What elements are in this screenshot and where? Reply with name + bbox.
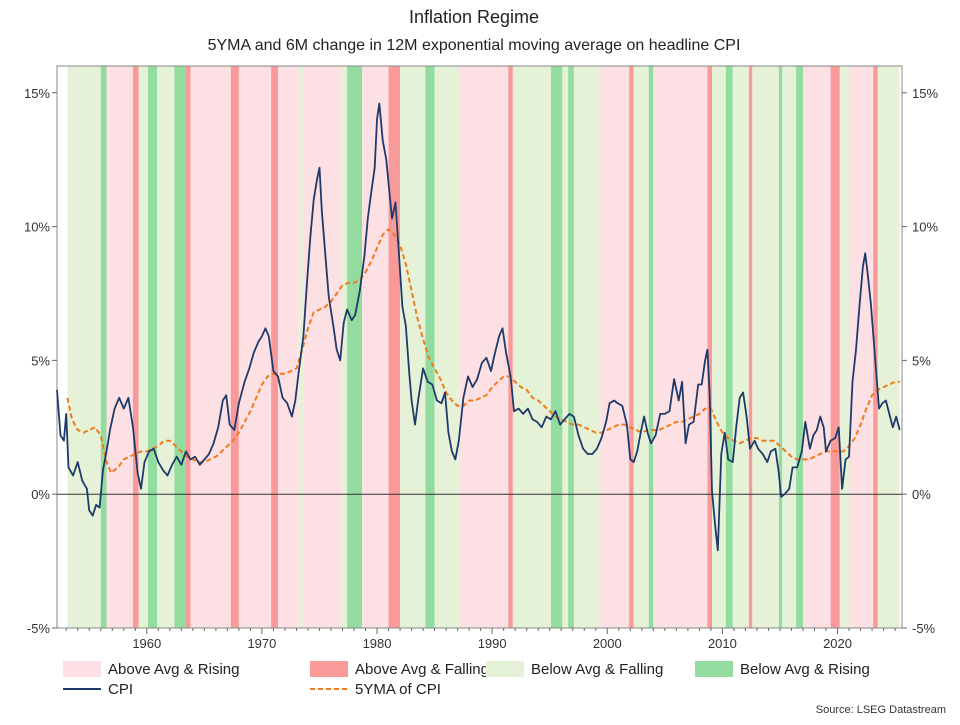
regime-band-below-falling [752, 66, 779, 628]
regime-band-below-falling [782, 66, 797, 628]
regime-band-above-falling [830, 66, 840, 628]
regime-band-below-falling [877, 66, 900, 628]
regime-band-below-rising [796, 66, 803, 628]
regime-band-below-falling [732, 66, 749, 628]
legend-label: Above Avg & Falling [355, 661, 489, 678]
legend-swatch [486, 661, 524, 677]
regime-band-below-falling [633, 66, 649, 628]
regime-band-below-falling [67, 66, 101, 628]
regime-band-below-rising [725, 66, 733, 628]
source-note: Source: LSEG Datastream [816, 704, 946, 716]
y-tick-label-right: 10% [912, 220, 938, 235]
regime-band-above-rising [802, 66, 831, 628]
legend-item-cpi: CPI [63, 681, 133, 698]
regime-band-above-falling [748, 66, 753, 628]
regime-band-below-falling [298, 66, 304, 628]
y-tick-label-left: 5% [31, 353, 50, 368]
y-tick-label-left: 10% [24, 220, 50, 235]
regime-band-below-rising [100, 66, 107, 628]
regime-band-above-rising [303, 66, 342, 628]
x-tick-label: 1960 [132, 636, 161, 651]
x-tick-label: 1970 [247, 636, 276, 651]
regime-band-below-falling [839, 66, 850, 628]
legend-item-above-rising: Above Avg & Rising [63, 661, 239, 678]
legend-label: CPI [108, 681, 133, 698]
regime-band-above-falling [508, 66, 513, 628]
regime-band-below-rising [778, 66, 783, 628]
regime-band-below-falling [512, 66, 551, 628]
regime-band-above-rising [653, 66, 708, 628]
regime-band-below-falling [341, 66, 348, 628]
regime-band-above-falling [132, 66, 139, 628]
y-tick-label-left: 0% [31, 487, 50, 502]
regime-band-above-falling [873, 66, 878, 628]
regime-band-above-rising [849, 66, 874, 628]
series-line-cpi [56, 102, 901, 552]
x-tick-label: 2020 [823, 636, 852, 651]
legend-item-ma: 5YMA of CPI [310, 681, 441, 698]
regime-band-below-falling [712, 66, 726, 628]
regime-band-below-rising [550, 66, 563, 628]
regime-bands [67, 66, 900, 628]
regime-band-below-falling [573, 66, 601, 628]
regime-band-below-rising [425, 66, 435, 628]
regime-band-above-rising [278, 66, 299, 628]
regime-band-below-falling [434, 66, 460, 628]
chart-subtitle: 5YMA and 6M change in 12M exponential mo… [208, 37, 741, 54]
legend-swatch [63, 661, 101, 677]
regime-band-above-falling [271, 66, 279, 628]
series-line-ma [66, 228, 900, 474]
regime-band-below-rising [147, 66, 158, 628]
x-tick-label: 1980 [363, 636, 392, 651]
y-tick-label-left: 15% [24, 86, 50, 101]
regime-band-below-rising [347, 66, 363, 628]
legend-swatch [310, 661, 348, 677]
y-tick-label-right: 15% [912, 86, 938, 101]
regime-band-above-falling [185, 66, 191, 628]
x-tick-label: 2000 [593, 636, 622, 651]
regime-band-above-rising [459, 66, 509, 628]
legend-item-below-falling: Below Avg & Falling [486, 661, 663, 678]
y-tick-label-right: -5% [912, 621, 936, 636]
regime-band-above-rising [190, 66, 231, 628]
legend: Above Avg & Rising Above Avg & Falling Bel… [63, 661, 870, 698]
legend-label: Below Avg & Rising [740, 661, 870, 678]
regime-band-below-falling [562, 66, 569, 628]
regime-band-above-rising [106, 66, 133, 628]
legend-label: Above Avg & Rising [108, 661, 239, 678]
regime-band-below-falling [138, 66, 148, 628]
axes: -5% -5% 0% 0% 5% 5% 10% 10% 15% 15% 1960 1970 1980 19… [24, 65, 938, 651]
regime-band-below-rising [648, 66, 654, 628]
x-tick-label: 1990 [478, 636, 507, 651]
plot-frame [56, 65, 903, 629]
legend-label: Below Avg & Falling [531, 661, 663, 678]
legend-label: 5YMA of CPI [355, 681, 441, 698]
regime-band-below-rising [174, 66, 186, 628]
regime-band-below-rising [568, 66, 574, 628]
regime-band-above-falling [230, 66, 239, 628]
y-tick-label-right: 0% [912, 487, 931, 502]
y-tick-label-left: -5% [27, 621, 51, 636]
legend-item-below-rising: Below Avg & Rising [695, 661, 870, 678]
regime-band-above-rising [238, 66, 272, 628]
regime-band-above-falling [629, 66, 634, 628]
regime-band-above-falling [388, 66, 401, 628]
regime-band-below-falling [400, 66, 426, 628]
y-tick-label-right: 5% [912, 353, 931, 368]
legend-item-above-falling: Above Avg & Falling [310, 661, 489, 678]
regime-band-above-rising [600, 66, 630, 628]
legend-swatch [695, 661, 733, 677]
regime-band-below-falling [157, 66, 175, 628]
chart-title: Inflation Regime [409, 7, 539, 27]
x-tick-label: 2010 [708, 636, 737, 651]
series-lines [56, 102, 901, 552]
regime-band-above-falling [707, 66, 713, 628]
